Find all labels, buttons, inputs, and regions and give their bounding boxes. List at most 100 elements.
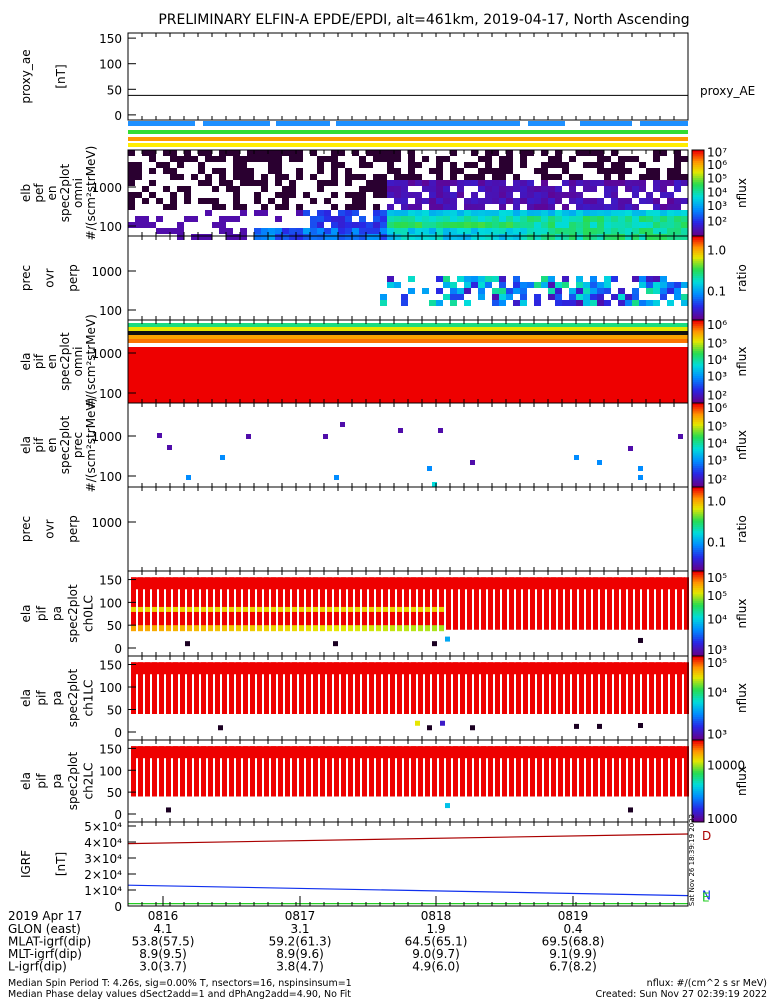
pa-column <box>628 577 633 630</box>
spectrogram-cell <box>275 335 282 339</box>
spectrogram-cell <box>415 162 422 168</box>
spectrogram-cell <box>261 204 268 210</box>
spectrogram-cell <box>625 339 632 343</box>
spectrogram-cell <box>408 331 415 335</box>
colorbar-swatch <box>692 799 704 802</box>
colorbar-swatch <box>692 522 704 526</box>
spectrogram-cell <box>338 210 345 216</box>
spectrogram-cell <box>478 210 485 216</box>
spectrogram-cell <box>380 335 387 339</box>
spectrogram-cell <box>275 150 282 156</box>
spectrogram-cell <box>660 339 667 343</box>
spectrogram-cell <box>443 294 450 300</box>
spectrogram-cell <box>135 174 142 180</box>
spectrogram-cell <box>492 339 499 343</box>
spectrogram-cell <box>240 234 247 240</box>
pa-column <box>313 746 318 797</box>
colorbar-swatch <box>692 284 704 287</box>
spectrogram-cell <box>646 234 653 240</box>
colorbar-tick-label: 10³ <box>707 370 727 384</box>
spectrogram-cell <box>331 150 338 156</box>
spectrogram-cell <box>597 210 604 216</box>
colorbar-tick-label: 10³ <box>707 199 727 213</box>
spectrogram-cell <box>548 216 555 222</box>
spectrogram-cell <box>170 150 177 156</box>
spectrogram-cell <box>625 335 632 339</box>
colorbar-swatch <box>692 760 704 764</box>
panel-frame <box>127 821 689 907</box>
spectrogram-cell <box>170 331 177 335</box>
spectrogram-cell <box>156 162 163 168</box>
colorbar-swatch <box>692 453 704 456</box>
spectrogram-cell <box>324 234 331 240</box>
spectrogram-cell <box>646 323 653 327</box>
colorbar-swatch <box>692 737 704 741</box>
ephemeris-value: 3.0(3.7) <box>139 960 187 974</box>
pa-column <box>439 577 444 630</box>
colorbar-swatch <box>692 472 704 475</box>
y-axis-label: spec2plot <box>58 415 72 474</box>
pa-mid-cell <box>334 606 339 612</box>
y-axis-label: perp <box>66 515 80 543</box>
pa-column <box>579 577 584 630</box>
spectrogram-cell <box>177 174 184 180</box>
spectrogram-cell <box>394 331 401 335</box>
spectrogram-cell <box>597 331 604 335</box>
pa-column <box>600 746 605 797</box>
spectrogram-cell <box>394 228 401 234</box>
spectrogram-cell <box>296 323 303 327</box>
spectrogram-cell <box>639 216 646 222</box>
spectrogram-cell <box>660 204 667 210</box>
spectrogram-cell <box>513 174 520 180</box>
spectrogram-cell <box>457 216 464 222</box>
pa-column <box>397 662 402 714</box>
data-point <box>185 641 190 647</box>
spectrogram-cell <box>611 180 618 186</box>
pa-mid-cell <box>145 625 150 632</box>
y-tick-label: 50 <box>107 619 122 633</box>
spectrogram-cell <box>331 222 338 228</box>
spectrogram-cell <box>247 323 254 327</box>
pa-column <box>446 662 451 714</box>
spectrogram-cell <box>611 331 618 335</box>
spectrogram-cell <box>499 339 506 343</box>
colorbar-swatch <box>692 470 704 473</box>
spectrogram-cell <box>359 222 366 228</box>
pa-mid-cell <box>250 606 255 612</box>
y-tick-label: 150 <box>99 659 122 673</box>
spectrogram-cell <box>639 339 646 343</box>
ephemeris-value: 53.8(57.5) <box>132 935 195 949</box>
spectrogram-cell <box>674 294 681 300</box>
colorbar-swatch <box>692 558 704 561</box>
spectrogram-cell <box>317 162 324 168</box>
spectrogram-cell <box>674 168 681 174</box>
spectrogram-cell <box>548 210 555 216</box>
pa-column <box>593 577 598 630</box>
spectrogram-cell <box>506 168 513 174</box>
spectrogram-cell <box>555 327 562 331</box>
spectrogram-cell <box>254 192 261 198</box>
colorbar-swatch <box>692 301 704 304</box>
spectrogram-cell <box>177 234 184 240</box>
pa-column <box>383 746 388 797</box>
spectrogram-cell <box>436 210 443 216</box>
pa-column <box>201 662 206 714</box>
colorbar-swatch <box>692 664 704 667</box>
spectrogram-cell <box>527 192 534 198</box>
spectrogram-cell <box>436 168 443 174</box>
spectrogram-cell <box>219 327 226 331</box>
spectrogram-cell <box>296 168 303 174</box>
spectrogram-cell <box>429 192 436 198</box>
spectrogram-cell <box>527 180 534 186</box>
spectrogram-cell <box>485 210 492 216</box>
spectrogram-cell <box>513 234 520 240</box>
spectrogram-cell <box>464 198 471 204</box>
data-point <box>340 422 345 427</box>
spectrogram-cell <box>520 150 527 156</box>
y-axis-label: perp <box>66 264 80 292</box>
spectrogram-cell <box>310 216 317 222</box>
data-point <box>470 460 475 465</box>
pa-mid-cell <box>131 606 136 612</box>
pa-column <box>656 577 661 630</box>
spectrogram-cell <box>506 198 513 204</box>
